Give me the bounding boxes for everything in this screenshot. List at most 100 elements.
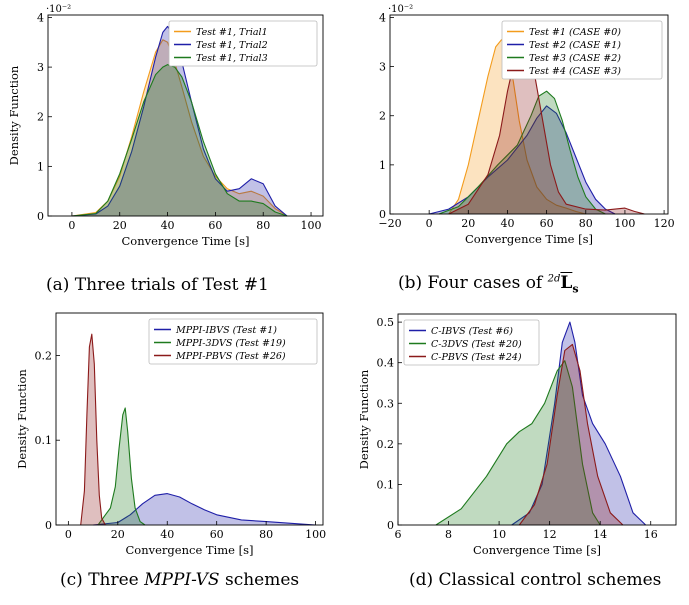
x-tick-label-3: 60 xyxy=(208,219,222,232)
x-tick-label-5: 16 xyxy=(644,528,658,541)
axes-frame xyxy=(47,14,324,217)
panel-d: 6 8 10 12 14 16 0 0.1 0.2 0.3 0.4 0.5 Convergence Ti… xyxy=(357,313,677,557)
caption-c: (c) Three MPPI-VS schemes xyxy=(60,570,299,590)
x-tick-label-1: 8 xyxy=(445,528,452,541)
y-tick-label-2: 2 xyxy=(379,110,386,123)
y-tick-label-4: 4 xyxy=(37,11,44,24)
y-axis-label: Density Function xyxy=(7,65,21,165)
y-tick-label-1: 1 xyxy=(379,159,386,172)
legend: MPPI-IBVS (Test #1) MPPI-3DVS (Test #19) M… xyxy=(148,318,318,365)
caption-c-prefix: (c) Three xyxy=(60,570,145,590)
legend-label-0: Test #1, Trial1 xyxy=(196,27,268,38)
legend-box xyxy=(403,319,540,366)
series-area-2 xyxy=(80,334,106,525)
y-tick-label-2: 0.2 xyxy=(377,438,395,451)
legend-box xyxy=(501,20,663,80)
legend-label-0: C-IBVS (Test #6) xyxy=(431,326,513,337)
x-tick-label-7: 120 xyxy=(654,217,675,230)
x-axis-label: Convergence Time [s] xyxy=(122,234,250,248)
y-tick-label-2: 0.2 xyxy=(35,349,53,362)
y-multiplier: ·10⁻² xyxy=(46,4,71,15)
caption-b: (b) Four cases of 2dLs xyxy=(398,273,579,295)
series-area-0 xyxy=(511,322,646,525)
y-tick-label-1: 0.1 xyxy=(35,434,53,447)
series-line-2 xyxy=(71,64,288,217)
x-tick-label-5: 80 xyxy=(579,217,593,230)
x-tick-label-6: 100 xyxy=(614,217,635,230)
y-tick-label-4: 4 xyxy=(379,11,386,24)
caption-a: (a) Three trials of Test #1 xyxy=(46,275,269,295)
series-area-2 xyxy=(71,64,288,216)
x-axis-label: Convergence Time [s] xyxy=(465,232,593,246)
series-line-0 xyxy=(511,321,647,526)
series-line-1 xyxy=(435,360,601,526)
x-tick-label-0: 0 xyxy=(68,219,75,232)
x-tick-label-0: −20 xyxy=(378,217,401,230)
y-tick-label-0: 0 xyxy=(387,519,394,532)
y-tick-label-1: 0.1 xyxy=(377,478,395,491)
x-tick-label-5: 100 xyxy=(305,528,326,541)
series-line-1 xyxy=(97,407,146,526)
x-tick-label-2: 40 xyxy=(161,219,175,232)
legend-label-2: Test #1, Trial3 xyxy=(196,53,268,64)
x-tick-label-4: 60 xyxy=(540,217,554,230)
series-line-2 xyxy=(518,343,624,526)
axes-frame xyxy=(55,312,324,526)
series-line-0 xyxy=(93,493,316,526)
series-area-2 xyxy=(519,344,623,525)
x-tick-label-0: 6 xyxy=(395,528,402,541)
legend-box xyxy=(148,318,318,365)
series-line-2 xyxy=(80,333,106,526)
caption-b-sub: s xyxy=(572,282,579,296)
x-tick-label-4: 80 xyxy=(259,528,273,541)
legend-label-1: C-3DVS (Test #20) xyxy=(431,339,522,350)
x-tick-label-4: 80 xyxy=(256,219,270,232)
x-tick-label-2: 40 xyxy=(160,528,174,541)
legend: C-IBVS (Test #6) C-3DVS (Test #20) C-PBVS … xyxy=(403,319,540,366)
series-area-1 xyxy=(71,26,288,217)
series-area-2 xyxy=(438,91,606,214)
y-tick-label-0: 0 xyxy=(45,519,52,532)
y-tick-label-1: 1 xyxy=(37,160,44,173)
x-axis-label: Convergence Time [s] xyxy=(473,543,601,557)
y-multiplier: ·10⁻² xyxy=(388,4,413,15)
caption-b-sup: 2d xyxy=(547,273,561,285)
legend-label-1: Test #2 (CASE #1) xyxy=(529,40,621,51)
series-area-3 xyxy=(448,42,645,214)
legend: Test #1 (CASE #0) Test #2 (CASE #1) Test #… xyxy=(501,20,663,80)
legend-label-0: Test #1 (CASE #0) xyxy=(529,27,621,38)
y-axis-label: Density Function xyxy=(357,369,371,469)
y-tick-label-3: 3 xyxy=(379,61,386,74)
y-tick-label-0: 0 xyxy=(379,208,386,221)
panel-b: −20 0 20 40 60 80 100 12001234·10⁻²Convergence … xyxy=(378,4,674,246)
legend-label-2: Test #3 (CASE #2) xyxy=(529,53,621,64)
x-tick-label-5: 100 xyxy=(301,219,322,232)
legend-label-2: C-PBVS (Test #24) xyxy=(431,352,522,363)
axes-frame xyxy=(397,313,677,526)
y-tick-label-5: 0.5 xyxy=(377,316,395,329)
x-tick-label-1: 0 xyxy=(426,217,433,230)
x-tick-label-1: 20 xyxy=(111,528,125,541)
caption-c-suffix: schemes xyxy=(219,570,300,590)
series-line-3 xyxy=(448,41,645,215)
y-tick-label-2: 2 xyxy=(37,111,44,124)
series-area-0 xyxy=(93,493,316,525)
x-tick-label-2: 10 xyxy=(492,528,506,541)
y-axis-label: Density Function xyxy=(15,369,29,469)
x-axis-label: Convergence Time [s] xyxy=(126,543,254,557)
x-tick-label-3: 12 xyxy=(543,528,557,541)
x-tick-label-3: 60 xyxy=(210,528,224,541)
series-area-0 xyxy=(71,39,288,216)
series-area-1 xyxy=(435,360,601,525)
panel-a: 0 20 40 60 80 100 0 1 2 3 4·10⁻² Convergence Time [… xyxy=(7,4,324,248)
caption-c-em: MPPI-VS xyxy=(144,570,220,590)
legend-box xyxy=(168,20,318,67)
x-tick-label-1: 20 xyxy=(113,219,127,232)
x-tick-label-4: 14 xyxy=(593,528,607,541)
panel-c: 0 20 40 60 80 100 0 0.1 0.2 Convergence Time [s] D… xyxy=(15,312,326,557)
x-tick-label-2: 20 xyxy=(461,217,475,230)
legend-label-1: MPPI-3DVS (Test #19) xyxy=(175,338,286,349)
y-tick-label-0: 0 xyxy=(37,210,44,223)
caption-b-prefix: (b) Four cases of xyxy=(398,273,548,293)
